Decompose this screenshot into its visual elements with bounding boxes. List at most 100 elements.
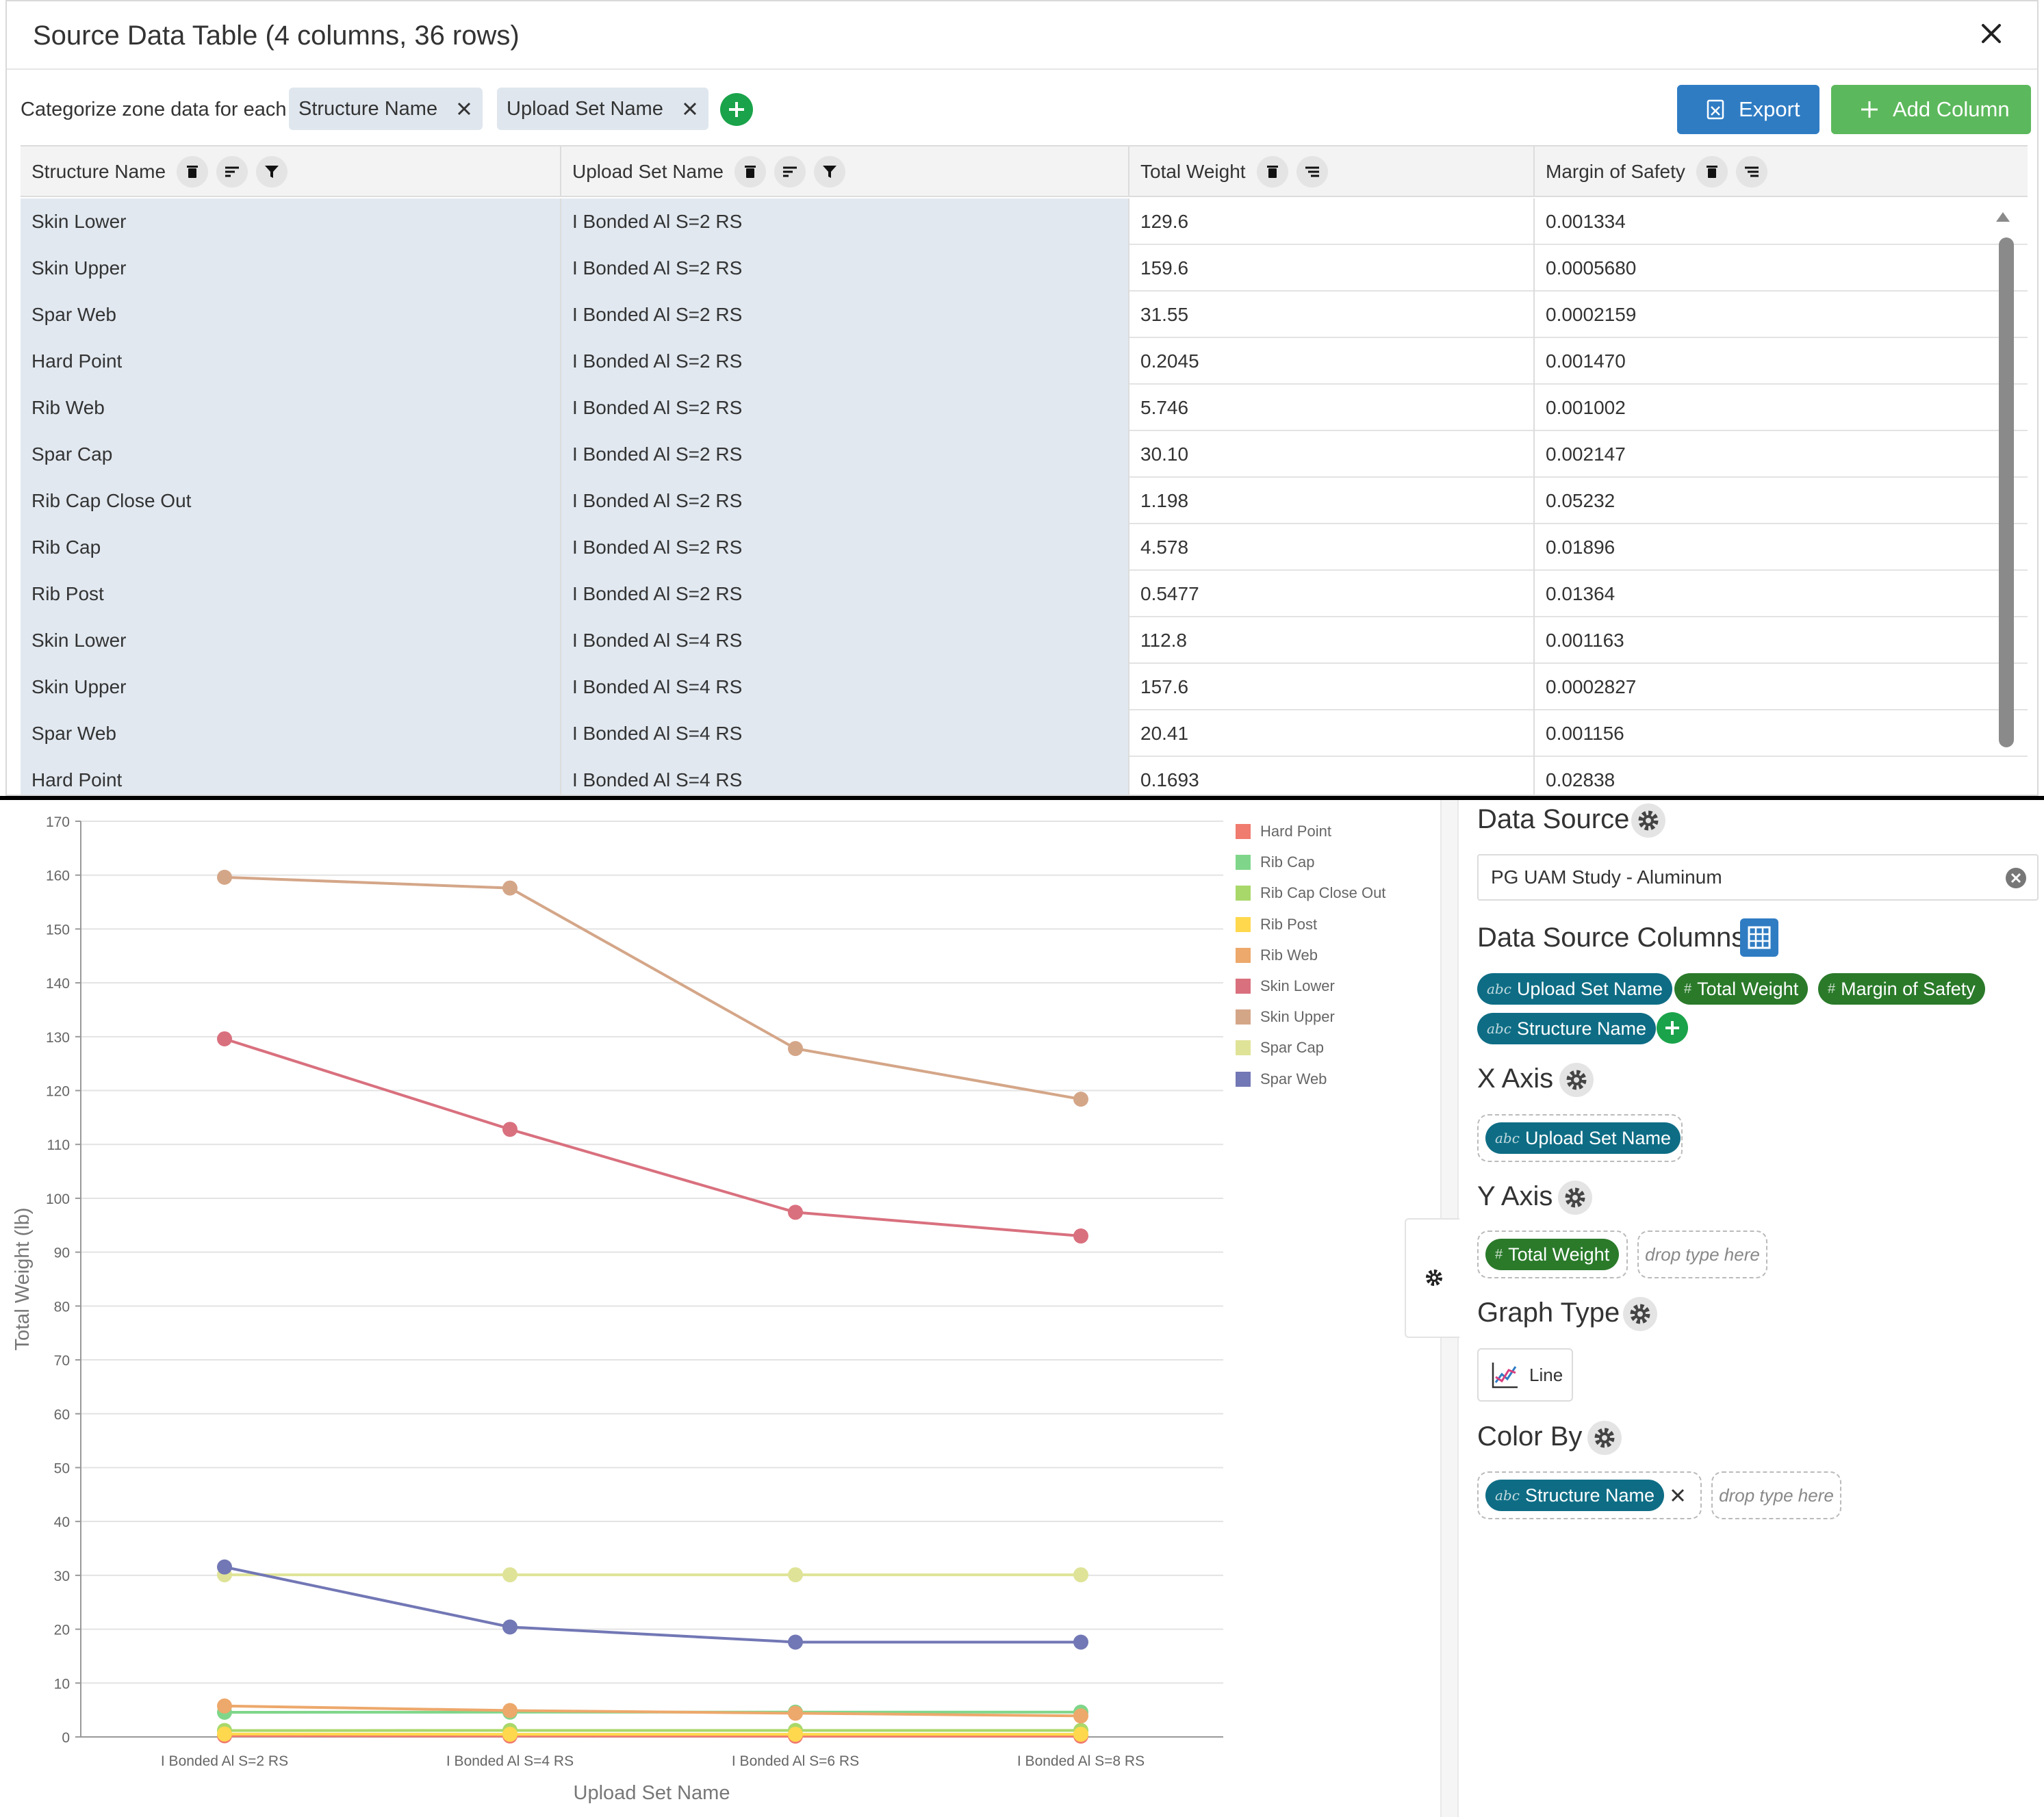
column-pill-margin-of-safety[interactable]: # Margin of Safety — [1818, 973, 1985, 1005]
x-axis-settings-button[interactable] — [1559, 1063, 1594, 1097]
column-pill-structure-name[interactable]: abc Structure Name — [1477, 1013, 1657, 1044]
add-category-icon[interactable] — [720, 93, 753, 126]
legend-item[interactable]: Hard Point — [1236, 821, 1331, 842]
legend-item[interactable]: Rib Cap — [1236, 852, 1314, 873]
table-cell: 0.001156 — [1546, 723, 1624, 744]
add-column-icon[interactable] — [1657, 1012, 1688, 1044]
column-pill-upload-set-name[interactable]: abc Upload Set Name — [1477, 973, 1673, 1005]
table-cell: Skin Lower — [21, 617, 561, 664]
legend-item[interactable]: Rib Web — [1236, 945, 1318, 966]
table-cell: 0.01896 — [1546, 537, 1615, 558]
data-point — [1073, 1727, 1088, 1742]
filter-icon[interactable] — [256, 156, 288, 188]
x-axis-dropzone[interactable] — [1477, 1114, 1683, 1162]
table-cell: 0.01364 — [1546, 583, 1615, 604]
y-axis-settings-button[interactable] — [1558, 1181, 1592, 1215]
sort-icon[interactable] — [774, 156, 806, 188]
export-label: Export — [1739, 97, 1800, 121]
source-data-dialog: Source Data Table (4 columns, 36 rows) C… — [5, 0, 2039, 796]
column-header-total-weight[interactable]: Total Weight — [1129, 146, 1535, 197]
y-tick-label: 60 — [54, 1407, 70, 1423]
legend-item[interactable]: Skin Upper — [1236, 1007, 1335, 1027]
column-header-upload-set-name[interactable]: Upload Set Name — [561, 146, 1129, 197]
trash-icon[interactable] — [1256, 156, 1288, 188]
color-by-drop-placeholder[interactable]: drop type here — [1711, 1471, 1841, 1519]
table-cell: 5.746 — [1129, 385, 1535, 431]
y-axis-pill[interactable]: # Total Weight — [1485, 1239, 1620, 1270]
table-row[interactable]: Spar Cap I Bonded Al S=2 RS 30.10 0.002147 — [21, 431, 2028, 478]
table-row[interactable]: Skin Upper I Bonded Al S=4 RS 157.6 0.00028… — [21, 664, 2028, 710]
y-axis-dropzone[interactable] — [1477, 1230, 1628, 1278]
color-by-pill[interactable]: abc Structure Name — [1485, 1480, 1665, 1511]
data-point — [788, 1041, 803, 1057]
data-source-select[interactable]: PG UAM Study - Aluminum — [1477, 854, 2039, 901]
table-scrollbar[interactable] — [1999, 237, 2014, 747]
chart-settings-tab[interactable] — [1405, 1218, 1459, 1338]
data-point — [1073, 1567, 1088, 1583]
table-row[interactable]: Hard Point I Bonded Al S=2 RS 0.2045 0.0014… — [21, 338, 2028, 385]
legend-item[interactable]: Rib Cap Close Out — [1236, 883, 1385, 903]
data-source-settings-button[interactable] — [1631, 803, 1665, 838]
graph-type-line-button[interactable]: Line — [1477, 1348, 1573, 1402]
category-chip-upload-set-name[interactable]: Upload Set Name — [497, 88, 708, 130]
color-by-dropzone[interactable] — [1477, 1471, 1702, 1519]
y-axis-drop-placeholder[interactable]: drop type here — [1637, 1230, 1767, 1278]
legend-swatch — [1236, 824, 1251, 839]
gear-icon — [1630, 1304, 1650, 1324]
column-header-margin-of-safety[interactable]: Margin of Safety — [1535, 146, 2028, 197]
legend-swatch — [1236, 855, 1251, 871]
legend-item[interactable]: Skin Lower — [1236, 976, 1335, 996]
color-by-settings-button[interactable] — [1587, 1421, 1622, 1455]
table-row[interactable]: Spar Web I Bonded Al S=2 RS 31.55 0.0002159 — [21, 292, 2028, 338]
clear-icon[interactable] — [2004, 866, 2028, 890]
close-icon[interactable] — [1974, 16, 2008, 51]
table-cell: 0.0002827 — [1546, 676, 1637, 697]
table-row[interactable]: Spar Web I Bonded Al S=4 RS 20.41 0.001156 — [21, 710, 2028, 757]
y-axis-title: Total Weight (lb) — [12, 1208, 34, 1351]
scroll-up-icon[interactable] — [1995, 211, 2011, 227]
legend-item[interactable]: Spar Web — [1236, 1069, 1327, 1090]
category-chip-structure-name[interactable]: Structure Name — [289, 88, 483, 130]
table-cell: I Bonded Al S=4 RS — [561, 617, 1129, 664]
table-row[interactable]: Rib Post I Bonded Al S=2 RS 0.5477 0.01364 — [21, 571, 2028, 617]
column-header-structure-name[interactable]: Structure Name — [21, 146, 561, 197]
table-row[interactable]: Rib Web I Bonded Al S=2 RS 5.746 0.001002 — [21, 385, 2028, 431]
table-cell: Skin Upper — [21, 245, 561, 292]
file-xlsx-icon — [1707, 99, 1724, 120]
legend-item[interactable]: Spar Cap — [1236, 1038, 1324, 1058]
color-by-heading: Color By — [1477, 1421, 1583, 1452]
data-point — [1073, 1708, 1088, 1724]
gear-icon — [1426, 1270, 1442, 1286]
legend-item[interactable]: Rib Post — [1236, 914, 1317, 935]
table-row[interactable]: Hard Point I Bonded Al S=4 RS 0.1693 0.0283… — [21, 757, 2028, 795]
trash-icon[interactable] — [1696, 156, 1728, 188]
trash-icon[interactable] — [177, 156, 209, 188]
sort-icon[interactable] — [1735, 156, 1767, 188]
table-cell: Rib Post — [21, 571, 561, 617]
legend-swatch — [1236, 1040, 1251, 1056]
y-tick-label: 10 — [54, 1676, 70, 1692]
remove-color-by-icon[interactable] — [1669, 1486, 1687, 1504]
filter-icon[interactable] — [814, 156, 846, 188]
graph-type-settings-button[interactable] — [1623, 1297, 1657, 1331]
table-cell: I Bonded Al S=2 RS — [561, 571, 1129, 617]
table-cell: 0.0002159 — [1546, 304, 1637, 325]
series-line — [224, 1704, 1082, 1718]
remove-chip-icon[interactable] — [681, 100, 699, 118]
table-row[interactable]: Skin Upper I Bonded Al S=2 RS 159.6 0.00056… — [21, 245, 2028, 292]
data-point — [788, 1634, 803, 1650]
open-table-button[interactable] — [1740, 918, 1778, 957]
trash-icon[interactable] — [734, 156, 767, 188]
add-column-button[interactable]: Add Column — [1831, 85, 2031, 134]
column-pill-total-weight[interactable]: # Total Weight — [1674, 973, 1809, 1005]
sort-icon[interactable] — [1296, 156, 1328, 188]
table-row[interactable]: Rib Cap Close Out I Bonded Al S=2 RS 1.198… — [21, 478, 2028, 524]
x-axis-pill[interactable]: abc Upload Set Name — [1485, 1122, 1681, 1154]
remove-chip-icon[interactable] — [455, 100, 473, 118]
export-button[interactable]: Export — [1677, 85, 1819, 134]
table-row[interactable]: Skin Lower I Bonded Al S=4 RS 112.8 0.00116… — [21, 617, 2028, 664]
data-point — [788, 1705, 803, 1721]
table-row[interactable]: Skin Lower I Bonded Al S=2 RS 129.6 0.00133… — [21, 198, 2028, 245]
table-row[interactable]: Rib Cap I Bonded Al S=2 RS 4.578 0.01896 — [21, 524, 2028, 571]
sort-icon[interactable] — [216, 156, 248, 188]
